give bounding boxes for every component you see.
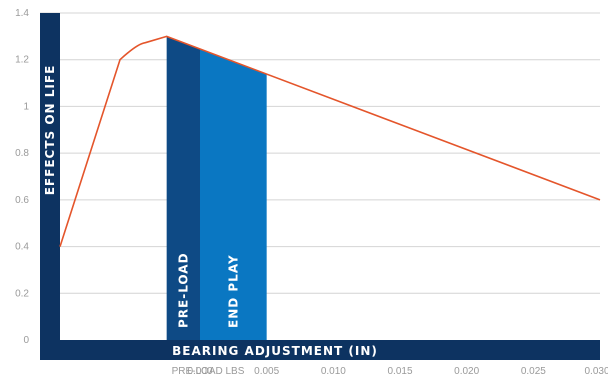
y-axis-band: [40, 13, 60, 360]
zone-pre-load: [166, 36, 200, 340]
x-tick-label: 0.020: [454, 366, 479, 377]
y-tick-label: 1.2: [15, 55, 29, 66]
x-tick-label: 0.005: [254, 366, 279, 377]
x-tick-label: 0.030: [584, 366, 608, 377]
x-tick-label: 0.025: [521, 366, 546, 377]
y-axis-title: EFFECTS ON LIFE: [43, 65, 57, 196]
x-tick-label: 0.010: [321, 366, 346, 377]
zone-end-play: [200, 48, 267, 340]
y-tick-label: 0.8: [15, 148, 29, 159]
y-tick-label: 0: [23, 335, 29, 346]
x-tick-labels: PRE-LOAD LBS 0.000 0.005 0.010 0.015 0.020 0.…: [172, 366, 608, 377]
y-tick-label: 0.4: [15, 242, 29, 253]
series-line: [59, 35, 601, 247]
y-tick-label: 0.6: [15, 195, 29, 206]
zone-label: PRE-LOAD: [176, 252, 190, 328]
zones: PRE-LOAD END PLAY: [166, 36, 267, 340]
zone-label: END PLAY: [226, 254, 240, 328]
grid-lines: [40, 12, 600, 294]
x-tick-label: 0.015: [387, 366, 412, 377]
series-lines: [59, 35, 601, 247]
x-tick-label: 0.000: [187, 366, 212, 377]
y-tick-label: 1: [23, 101, 29, 112]
x-axis-band: [40, 340, 600, 360]
x-axis-title: BEARING ADJUSTMENT (IN): [172, 344, 378, 358]
x-row-label: PRE-LOAD LBS: [172, 366, 245, 377]
y-tick-labels: 0 0.2 0.4 0.6 0.8 1 1.2 1.4: [15, 8, 29, 346]
axis-bands: [40, 13, 600, 360]
y-tick-label: 1.4: [15, 8, 29, 19]
y-tick-label: 0.2: [15, 288, 29, 299]
